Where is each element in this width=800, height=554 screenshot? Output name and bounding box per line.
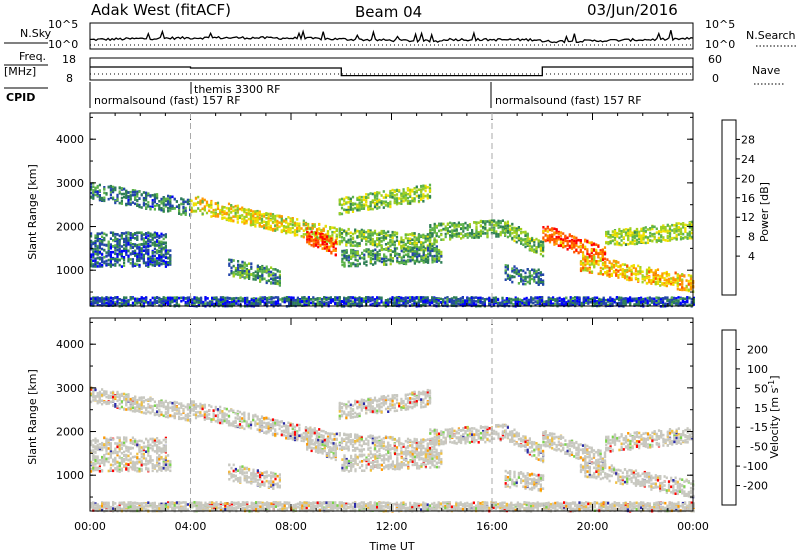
- velocity-colorbar: 200 100 50 15 -15 -50 -100 -200: [721, 329, 768, 506]
- x-tick-label: 12:00: [376, 520, 408, 533]
- cpid-segment-1: normalsound (fast) 157 RF: [94, 94, 241, 107]
- noise-left-label: N.Sky: [20, 27, 52, 40]
- colorbar-tick: 15: [754, 402, 768, 415]
- colorbar-tick: -200: [743, 480, 768, 493]
- colorbar-tick: 24: [741, 153, 755, 166]
- colorbar-tick: 200: [747, 343, 768, 356]
- power-colorbar-label: Power [dB]: [758, 182, 771, 242]
- cpid-segment-2: themis 3300 RF: [194, 83, 281, 96]
- colorbar-tick: -100: [743, 460, 768, 473]
- x-tick-label: 04:00: [175, 520, 207, 533]
- cpid-label: CPID: [6, 91, 35, 104]
- colorbar-tick: 4: [748, 250, 755, 263]
- velocity-panel: 4000 3000 2000 1000 Slant Range [km] 200 100…: [26, 317, 781, 513]
- colorbar-tick: 12: [741, 211, 755, 224]
- header-beam: Beam 04: [355, 3, 422, 21]
- power-panel: 4000 3000 2000 1000 Slant Range [km] 28 24 20…: [26, 112, 771, 308]
- freq-left-label-1: Freq.: [19, 50, 46, 63]
- power-heatmap: [90, 182, 695, 308]
- colorbar-tick: 8: [748, 231, 755, 244]
- cpid-panel: CPID themis 3300 RF normalsound (fast) 1…: [6, 82, 642, 108]
- velocity-colorbar-label: Velocity [m s-1]: [767, 375, 781, 458]
- x-axis-ticks: 00:00 04:00 08:00 12:00 16:00 20:00 00:00: [74, 520, 709, 533]
- velocity-ytick: 2000: [56, 426, 84, 439]
- colorbar-tick: 28: [741, 133, 755, 146]
- power-ylabel: Slant Range [km]: [26, 164, 39, 260]
- x-tick-label: 08:00: [275, 520, 307, 533]
- colorbar-tick: 20: [741, 172, 755, 185]
- colorbar-tick: 16: [741, 192, 755, 205]
- colorbar-tick: 100: [747, 363, 768, 376]
- noise-left-tick-high: 10^5: [48, 18, 78, 31]
- power-ytick: 2000: [56, 221, 84, 234]
- freq-left-label-2: [MHz]: [4, 65, 36, 78]
- header-date: 03/Jun/2016: [587, 1, 678, 19]
- nave-right-tick-high: 60: [708, 53, 722, 66]
- x-tick-label: 20:00: [577, 520, 609, 533]
- x-tick-label: 16:00: [476, 520, 508, 533]
- velocity-ytick: 4000: [56, 338, 84, 351]
- x-axis-label: Time UT: [368, 540, 414, 553]
- x-tick-label: 00:00: [74, 520, 106, 533]
- velocity-ylabel: Slant Range [km]: [26, 369, 39, 465]
- power-ytick: 1000: [56, 264, 84, 277]
- cpid-segment-3: normalsound (fast) 157 RF: [495, 94, 642, 107]
- noise-sky-line: [90, 29, 694, 44]
- nave-right-label: Nave: [752, 64, 780, 77]
- velocity-ytick: 3000: [56, 382, 84, 395]
- noise-panel: N.Sky 10^5 10^0 10^5 10^0 N.Search: [4, 18, 796, 51]
- velocity-heatmap: [90, 386, 695, 513]
- noise-right-label: N.Search: [746, 29, 796, 42]
- noise-sky-trace: [90, 29, 694, 46]
- freq-left-tick-low: 8: [66, 72, 73, 85]
- colorbar-tick: -15: [750, 421, 768, 434]
- velocity-ytick: 1000: [56, 469, 84, 482]
- colorbar-tick: -50: [750, 441, 768, 454]
- noise-left-tick-low: 10^0: [48, 38, 78, 51]
- power-ytick: 4000: [56, 133, 84, 146]
- power-colorbar: 28 24 20 16 12 8 4: [721, 119, 755, 296]
- freq-left-tick-high: 18: [62, 53, 76, 66]
- noise-right-tick-low: 10^0: [705, 38, 735, 51]
- x-tick-label: 00:00: [677, 520, 709, 533]
- nave-right-tick-low: 0: [712, 72, 719, 85]
- colorbar-tick: 50: [754, 382, 768, 395]
- frequency-line: [90, 66, 693, 77]
- frequency-trace: [90, 66, 693, 77]
- frequency-panel: Freq. [MHz] 18 8 60 0 Nave: [4, 50, 784, 89]
- noise-right-tick-high: 10^5: [705, 18, 735, 31]
- power-ytick: 3000: [56, 177, 84, 190]
- header-title: Adak West (fitACF): [91, 1, 231, 19]
